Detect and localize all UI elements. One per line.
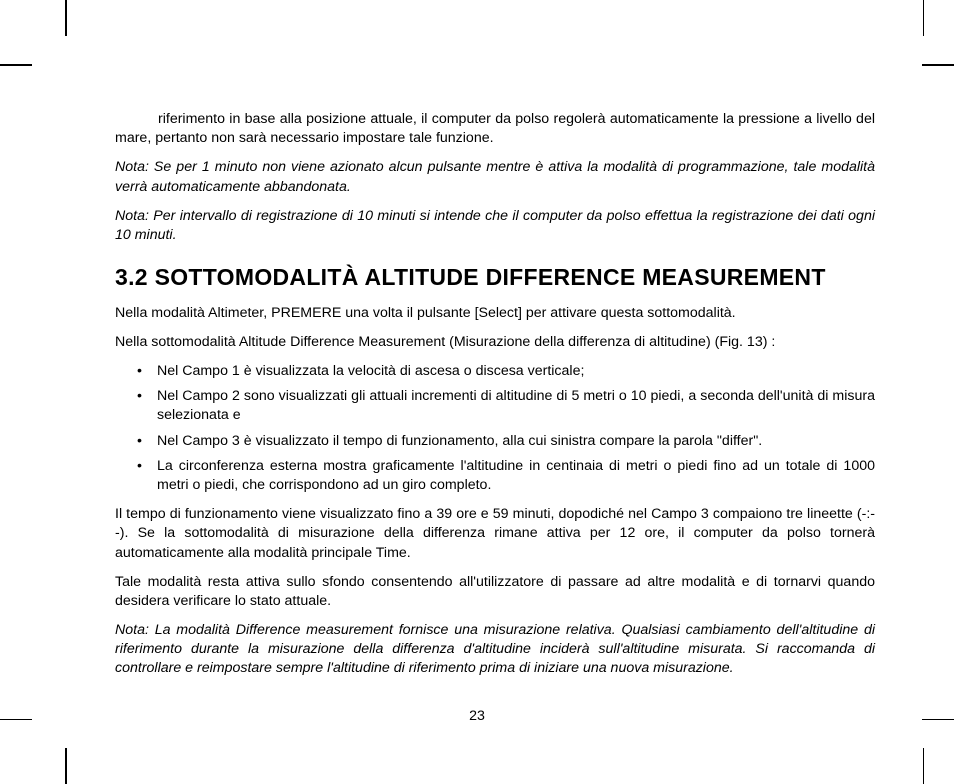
body-paragraph-2: Nella sottomodalità Altitude Difference …: [115, 333, 875, 352]
page-content: riferimento in base alla posizione attua…: [115, 110, 875, 689]
crop-mark: [922, 64, 954, 66]
intro-paragraph: riferimento in base alla posizione attua…: [115, 110, 875, 148]
crop-mark: [923, 748, 925, 784]
crop-mark: [923, 0, 925, 36]
note-3: Nota: La modalità Difference measurement…: [115, 621, 875, 679]
list-item: La circonferenza esterna mostra graficam…: [143, 457, 875, 495]
page-number: 23: [0, 708, 954, 724]
body-paragraph-1: Nella modalità Altimeter, PREMERE una vo…: [115, 304, 875, 323]
crop-mark: [65, 748, 67, 784]
crop-mark: [0, 64, 32, 66]
body-paragraph-3: Il tempo di funzionamento viene visualiz…: [115, 505, 875, 563]
list-item: Nel Campo 3 è visualizzato il tempo di f…: [143, 432, 875, 451]
list-item: Nel Campo 2 sono visualizzati gli attual…: [143, 387, 875, 425]
section-heading: 3.2 SOTTOMODALITÀ ALTITUDE DIFFERENCE ME…: [115, 263, 875, 292]
note-2: Nota: Per intervallo di registrazione di…: [115, 207, 875, 245]
bullet-list: Nel Campo 1 è visualizzata la velocità d…: [115, 362, 875, 495]
body-paragraph-4: Tale modalità resta attiva sullo sfondo …: [115, 573, 875, 611]
list-item: Nel Campo 1 è visualizzata la velocità d…: [143, 362, 875, 381]
note-1: Nota: Se per 1 minuto non viene azionato…: [115, 158, 875, 196]
crop-mark: [65, 0, 67, 36]
